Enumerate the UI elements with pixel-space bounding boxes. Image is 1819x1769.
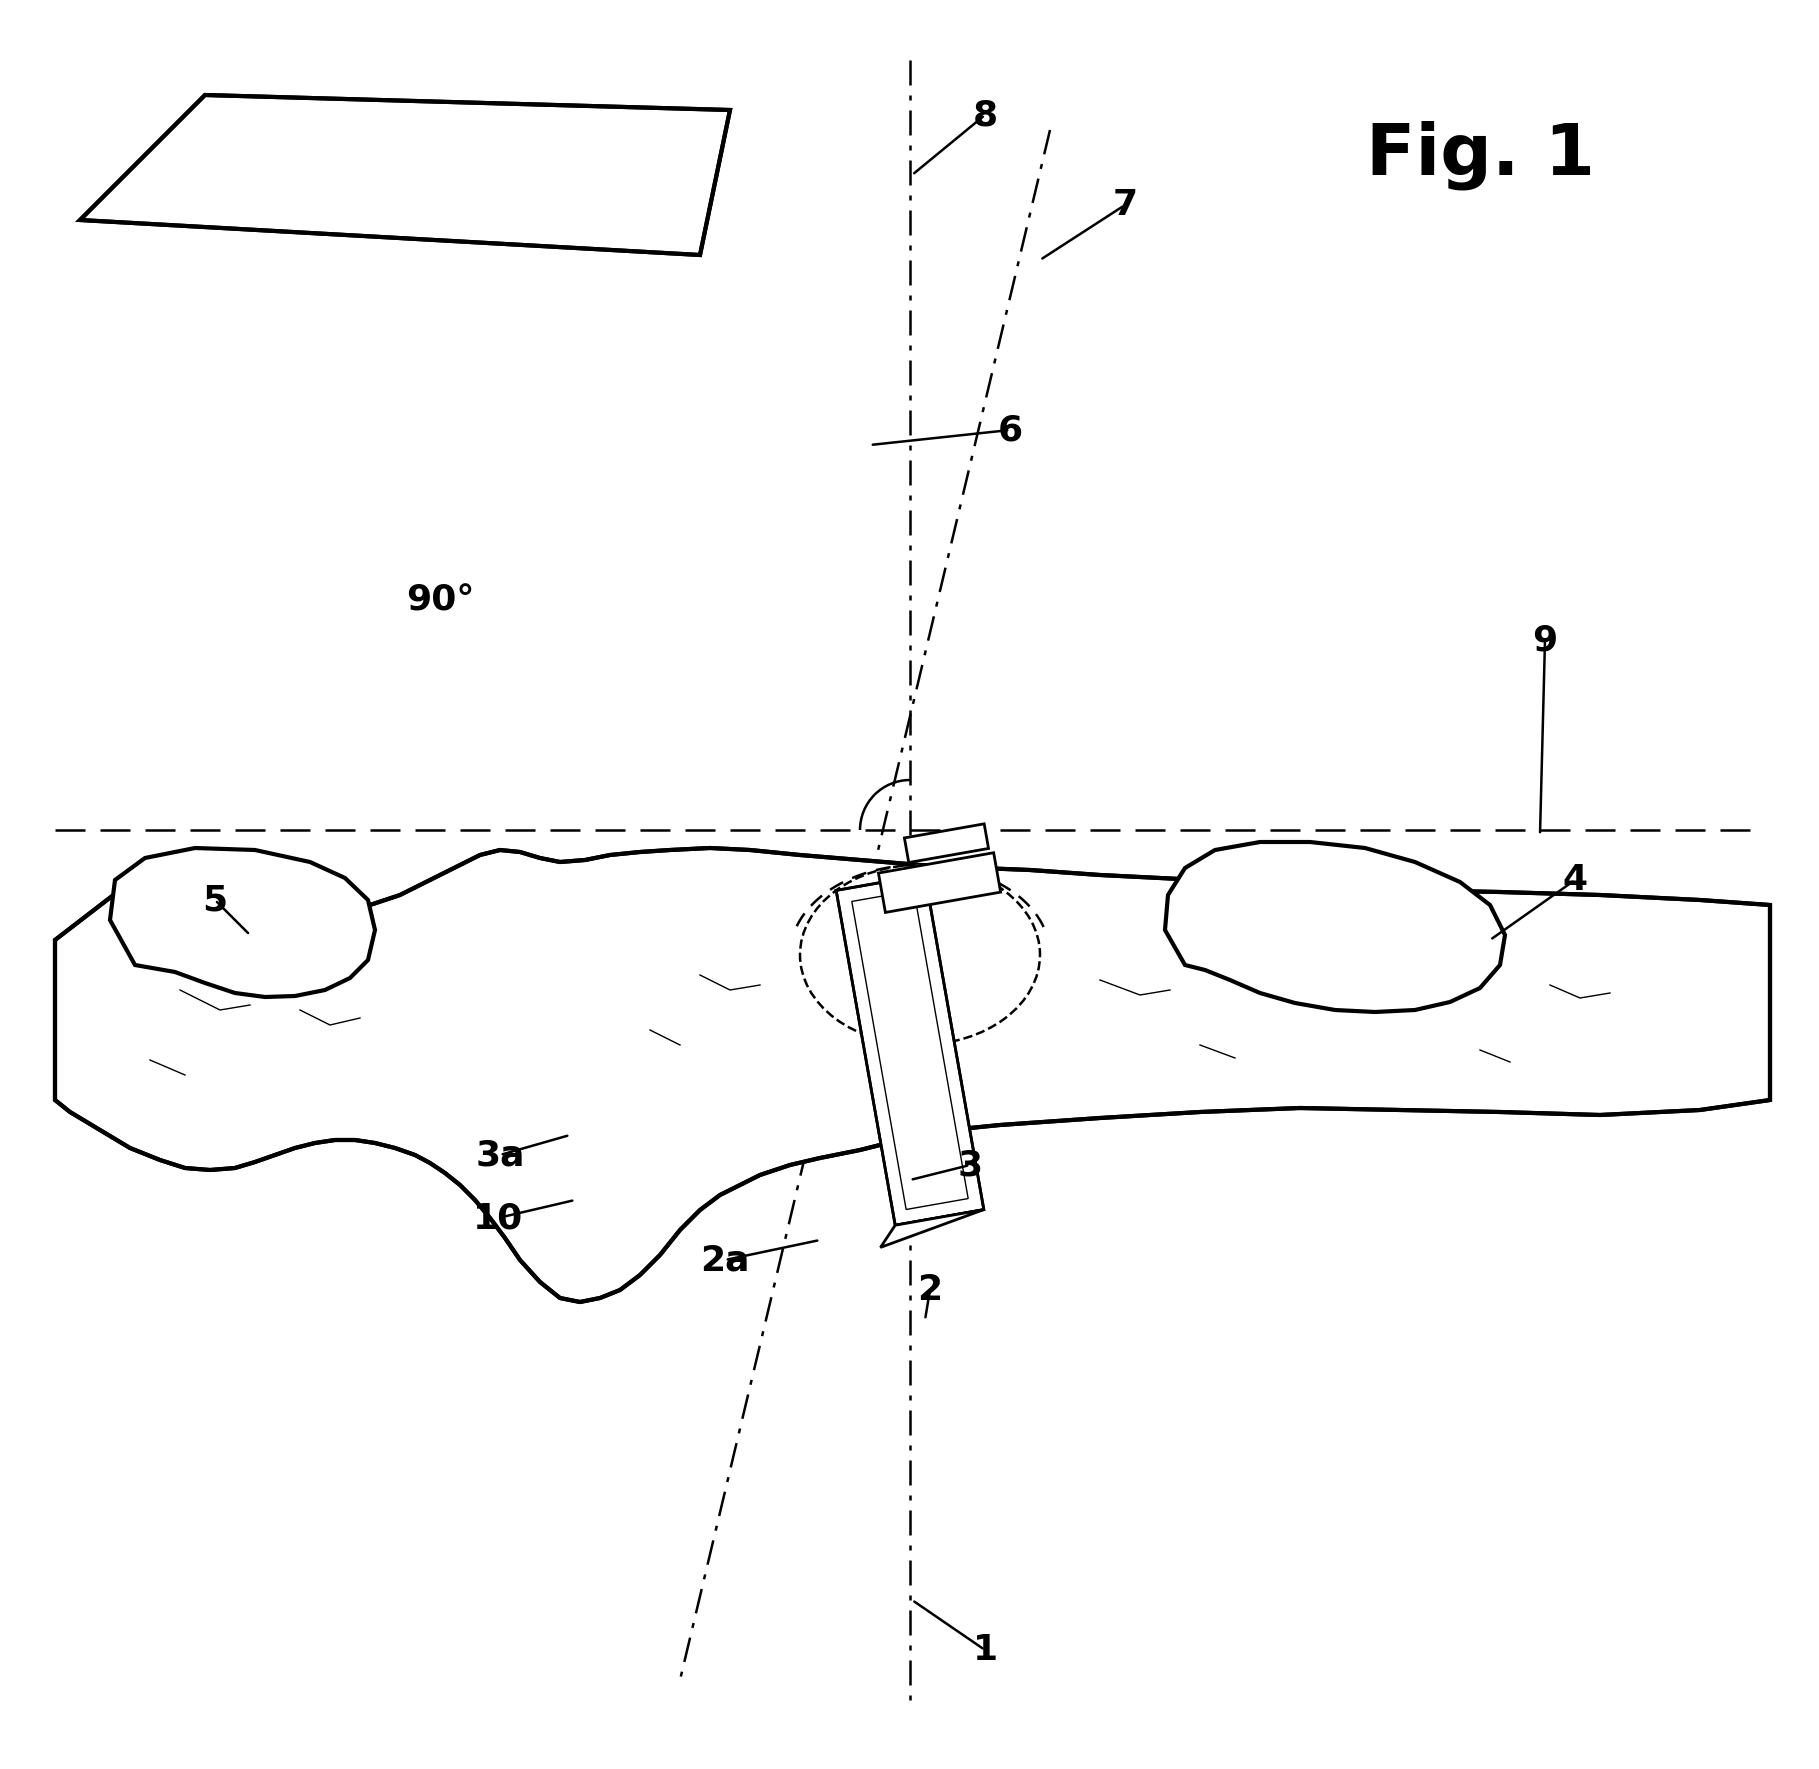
Text: 5: 5 xyxy=(202,883,227,916)
Text: 4: 4 xyxy=(1563,863,1588,897)
Text: 10: 10 xyxy=(473,1201,524,1235)
Ellipse shape xyxy=(800,865,1040,1045)
Polygon shape xyxy=(879,853,1000,913)
Text: 6: 6 xyxy=(997,412,1022,448)
Text: 9: 9 xyxy=(1532,623,1557,656)
Polygon shape xyxy=(80,96,729,255)
Text: 1: 1 xyxy=(973,1633,997,1666)
Text: Fig. 1: Fig. 1 xyxy=(1366,120,1595,189)
Text: 7: 7 xyxy=(1113,188,1137,221)
Text: 2: 2 xyxy=(917,1274,942,1307)
Text: 8: 8 xyxy=(973,97,997,133)
Polygon shape xyxy=(904,824,988,863)
Text: 2a: 2a xyxy=(700,1244,749,1277)
Polygon shape xyxy=(55,847,1770,1302)
Polygon shape xyxy=(109,847,375,998)
Text: 3a: 3a xyxy=(475,1137,524,1173)
Polygon shape xyxy=(837,874,984,1226)
Text: 90°: 90° xyxy=(406,584,475,617)
Text: 3: 3 xyxy=(957,1148,982,1182)
Polygon shape xyxy=(1164,842,1504,1012)
Polygon shape xyxy=(880,1210,984,1247)
